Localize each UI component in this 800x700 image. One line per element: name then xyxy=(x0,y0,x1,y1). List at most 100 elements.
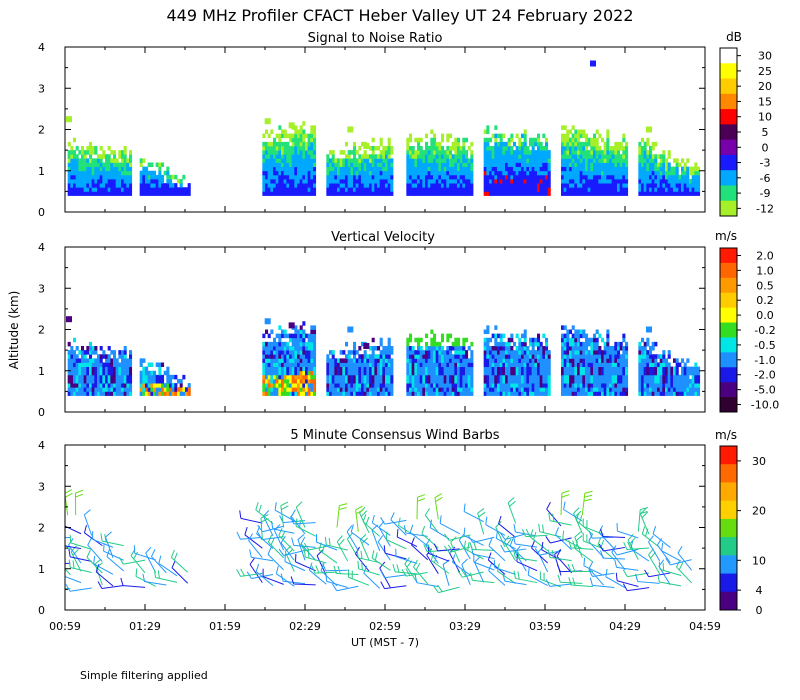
heatmap-cell xyxy=(105,166,109,172)
heatmap-cell xyxy=(654,366,658,372)
wind-barb-flag xyxy=(437,584,443,592)
heatmap-cell xyxy=(265,379,269,384)
heatmap-cell xyxy=(641,350,645,355)
heatmap-cell xyxy=(486,183,490,188)
heatmap-cell xyxy=(606,370,610,376)
heatmap-cell xyxy=(297,174,301,180)
heatmap-cell xyxy=(70,350,74,355)
heatmap-cell xyxy=(419,166,423,172)
heatmap-cell xyxy=(465,354,469,359)
wind-barb-flag xyxy=(120,577,124,586)
wind-barb-flag xyxy=(280,573,284,582)
heatmap-cell xyxy=(561,333,565,339)
heatmap-cell xyxy=(67,141,71,147)
heatmap-cell xyxy=(659,383,663,388)
heatmap-cell xyxy=(449,174,453,180)
y-tick-label: 2 xyxy=(38,324,45,337)
heatmap-cell xyxy=(603,162,607,168)
wind-barb-staff xyxy=(263,515,274,537)
heatmap-cell xyxy=(571,370,575,376)
heatmap-cell xyxy=(577,154,581,159)
heatmap-cell xyxy=(105,374,109,380)
wind-barb-flag xyxy=(248,533,254,541)
wind-barb-staff xyxy=(384,585,407,590)
heatmap-cell xyxy=(278,166,282,172)
heatmap-cell xyxy=(491,162,495,168)
heatmap-cell xyxy=(390,179,394,184)
heatmap-cell xyxy=(334,383,338,388)
heatmap-cell xyxy=(347,187,351,192)
heatmap-cell xyxy=(366,354,370,359)
heatmap-cell xyxy=(113,366,117,372)
heatmap-cell xyxy=(654,174,658,180)
heatmap-cell xyxy=(185,391,189,396)
heatmap-cell xyxy=(494,346,498,351)
heatmap-cell xyxy=(70,383,74,388)
heatmap-cell xyxy=(265,387,269,392)
heatmap-cell xyxy=(507,170,511,176)
heatmap-cell xyxy=(369,191,373,196)
wind-barb-staff xyxy=(70,556,92,562)
heatmap-cell xyxy=(537,154,541,159)
heatmap-cell xyxy=(667,179,671,184)
heatmap-cell xyxy=(409,387,413,392)
heatmap-cell xyxy=(622,337,626,343)
heatmap-cell xyxy=(662,370,666,376)
heatmap-cell xyxy=(563,141,567,147)
heatmap-cell xyxy=(371,383,375,388)
heatmap-cell xyxy=(505,383,509,388)
heatmap-cell xyxy=(657,391,661,396)
heatmap-cell xyxy=(547,391,551,396)
wind-barb-flag xyxy=(316,549,324,557)
heatmap-cell xyxy=(270,170,274,176)
heatmap-cell xyxy=(515,366,519,372)
isolated-echo xyxy=(646,126,652,133)
heatmap-cell xyxy=(449,358,453,363)
heatmap-cell xyxy=(638,346,642,351)
wind-barb-flag xyxy=(173,552,178,561)
heatmap-cell xyxy=(451,391,455,396)
heatmap-cell xyxy=(622,362,626,368)
heatmap-cell xyxy=(102,362,106,368)
heatmap-cell xyxy=(691,391,695,396)
heatmap-cell xyxy=(435,387,439,392)
heatmap-cell xyxy=(91,366,95,372)
heatmap-cell xyxy=(470,391,474,396)
heatmap-cell xyxy=(574,191,578,196)
heatmap-cell xyxy=(273,174,277,180)
heatmap-cell xyxy=(529,150,533,155)
heatmap-cell xyxy=(443,358,447,363)
heatmap-cell xyxy=(651,379,655,384)
colorbar-label: 0.5 xyxy=(756,279,774,292)
heatmap-cell xyxy=(681,387,685,392)
heatmap-cell xyxy=(169,391,173,396)
heatmap-cell xyxy=(593,341,597,347)
heatmap-cell xyxy=(435,183,439,188)
heatmap-cell xyxy=(515,370,519,376)
heatmap-cell xyxy=(281,154,285,159)
heatmap-cell xyxy=(659,166,663,172)
heatmap-cell xyxy=(673,183,677,188)
heatmap-cell xyxy=(499,191,503,196)
heatmap-cell xyxy=(278,337,282,343)
heatmap-cell xyxy=(598,133,602,139)
heatmap-cell xyxy=(494,362,498,368)
heatmap-cell xyxy=(606,162,610,168)
heatmap-cell xyxy=(582,162,586,168)
heatmap-cell xyxy=(422,387,426,392)
heatmap-cell xyxy=(387,166,391,172)
heatmap-cell xyxy=(534,354,538,359)
colorbar-swatch xyxy=(720,139,737,156)
heatmap-cell xyxy=(561,366,565,372)
heatmap-cell xyxy=(307,354,311,359)
heatmap-cell xyxy=(622,374,626,380)
heatmap-cell xyxy=(387,337,391,343)
heatmap-cell xyxy=(497,179,501,184)
heatmap-cell xyxy=(67,379,71,384)
heatmap-cell xyxy=(497,341,501,347)
heatmap-cell xyxy=(566,374,570,380)
heatmap-cell xyxy=(291,370,295,376)
heatmap-cell xyxy=(521,183,525,188)
heatmap-cell xyxy=(537,366,541,372)
heatmap-cell xyxy=(433,350,437,355)
